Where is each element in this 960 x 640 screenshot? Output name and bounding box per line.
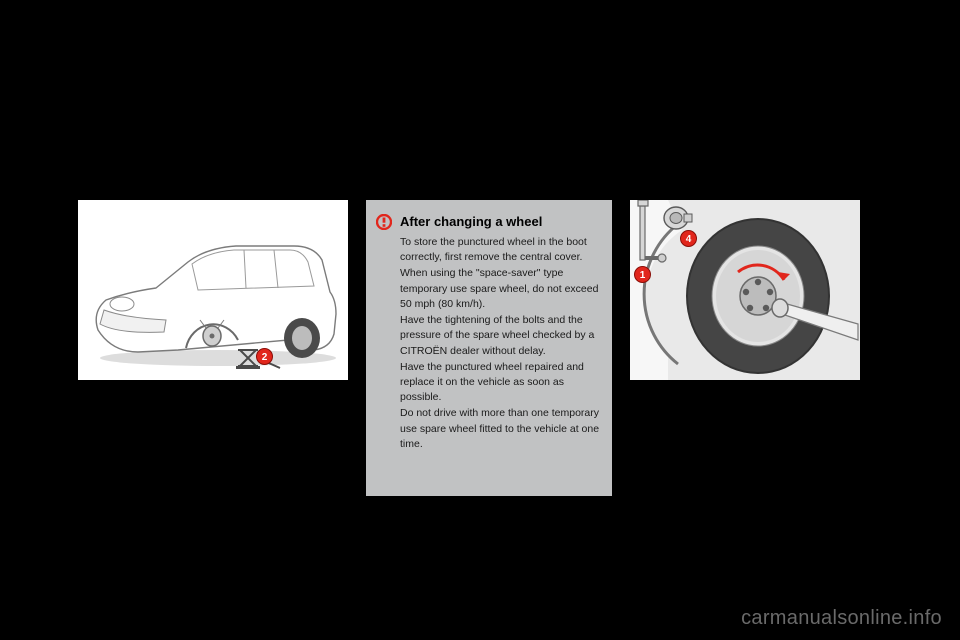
car-line-drawing: [78, 200, 348, 380]
info-paragraph: Have the punctured wheel repaired and re…: [400, 360, 600, 406]
info-box-after-changing-wheel: After changing a wheel To store the punc…: [366, 200, 612, 496]
callout-badge-4: 4: [680, 230, 697, 247]
info-paragraph: Do not drive with more than one temporar…: [400, 406, 600, 452]
info-box-body: To store the punctured wheel in the boot…: [400, 235, 600, 452]
info-paragraph: When using the "space-saver" type tempor…: [400, 266, 600, 312]
wheel-drawing: [630, 200, 860, 380]
warning-icon: [376, 214, 392, 235]
illustration-fit-wheel: 1 4: [630, 200, 860, 380]
info-paragraph: To store the punctured wheel in the boot…: [400, 235, 600, 265]
watermark-text: carmanualsonline.info: [741, 607, 942, 630]
callout-badge-1: 1: [634, 266, 651, 283]
illustration-car-jack: 2: [78, 200, 348, 380]
info-box-title: After changing a wheel: [400, 214, 600, 229]
info-paragraph: Have the tightening of the bolts and the…: [400, 313, 600, 359]
callout-badge-2: 2: [256, 348, 273, 365]
content-row: 2 After changing a wheel To store the pu…: [78, 200, 860, 496]
